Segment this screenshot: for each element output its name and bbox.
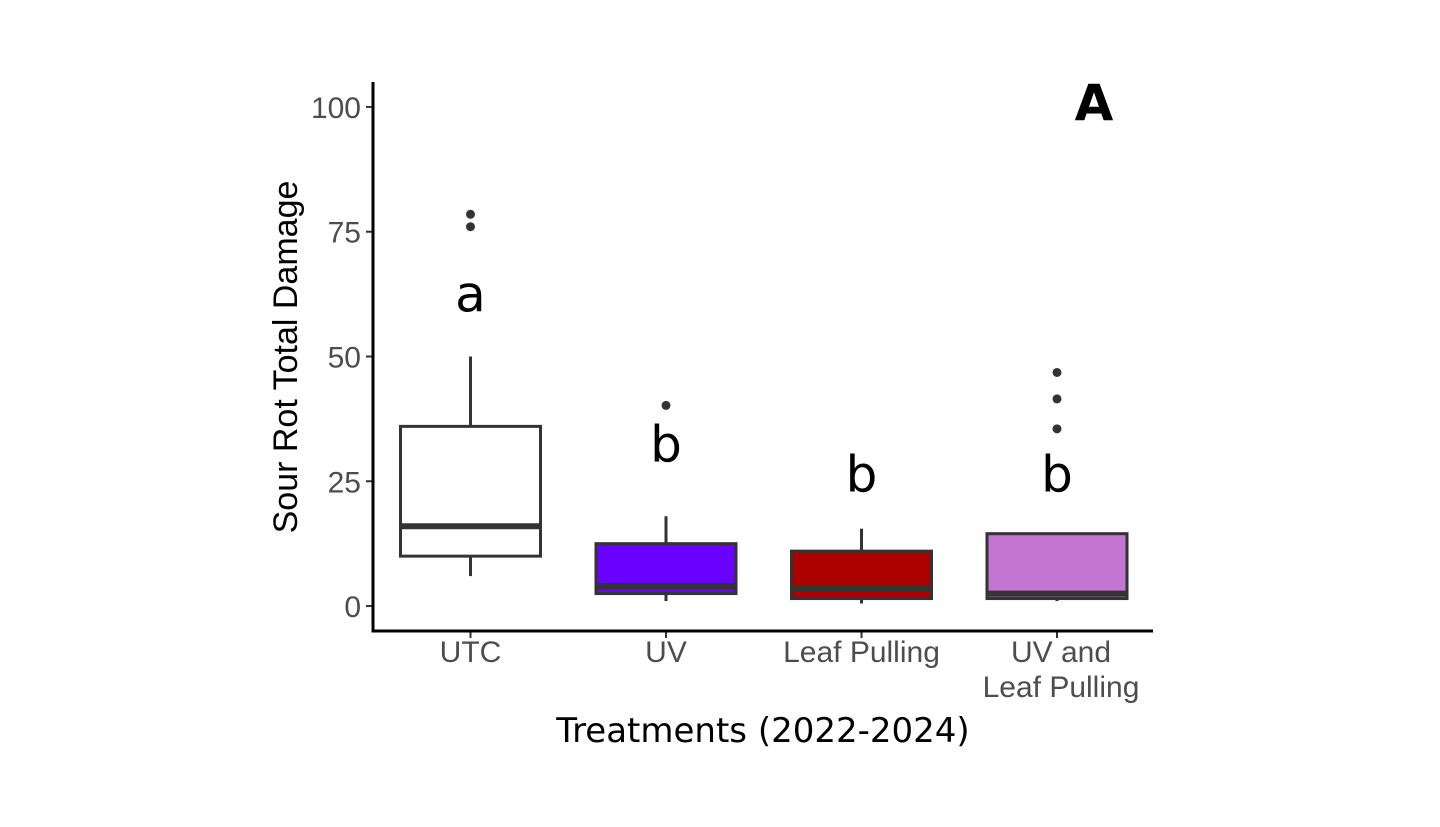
y-axis-title: Sour Rot Total Damage — [267, 181, 305, 534]
x-tick-label: UV — [645, 636, 687, 669]
x-tick-label: UTC — [440, 636, 502, 669]
outlier-point — [1052, 394, 1062, 404]
significance-letter: a — [455, 266, 486, 324]
y-tick-label: 25 — [328, 466, 361, 499]
box-uv: b — [594, 400, 738, 602]
x-tick-label: Leaf Pulling — [783, 636, 940, 669]
outlier-point — [466, 222, 475, 232]
outlier-point — [466, 209, 475, 219]
iqr-box — [399, 424, 542, 558]
axes — [371, 82, 1153, 633]
x-tick-label: UV and — [1011, 636, 1111, 669]
box-uv-and-leaf-pulling: b — [985, 367, 1129, 602]
y-tick-label: 0 — [344, 591, 361, 624]
x-tick-label: Leaf Pulling — [983, 671, 1140, 704]
box-leaf-pulling: b — [790, 445, 933, 604]
significance-letter: b — [1041, 445, 1073, 503]
box-series: a b b b — [399, 209, 1129, 604]
y-axis-ticks: 0 25 50 75 100 — [311, 92, 373, 624]
x-axis-title: Treatments (2022-2024) — [555, 711, 969, 751]
panel-label: A — [1075, 74, 1114, 132]
box-utc: a — [399, 209, 542, 577]
y-tick-label: 100 — [311, 92, 361, 125]
significance-letter: b — [650, 415, 682, 473]
y-tick-label: 50 — [328, 342, 361, 375]
outlier-point — [661, 400, 671, 410]
iqr-box — [985, 532, 1129, 601]
significance-letter: b — [846, 445, 878, 503]
y-tick-label: 75 — [328, 217, 361, 250]
outlier-point — [1052, 424, 1062, 434]
outlier-point — [1052, 367, 1062, 377]
